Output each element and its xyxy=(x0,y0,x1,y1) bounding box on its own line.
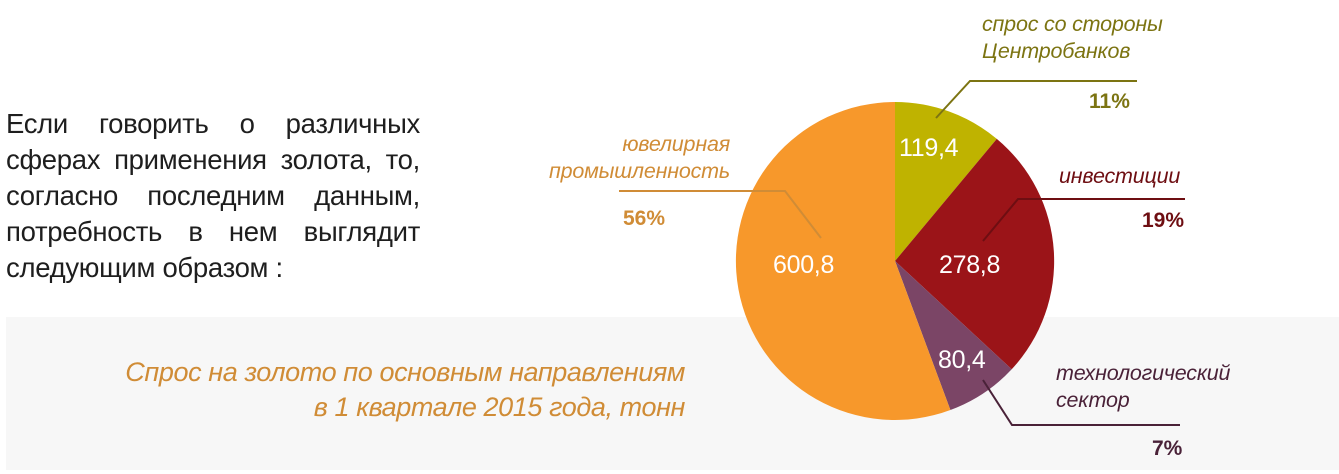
intro-text: Если говорить о различных сферах примене… xyxy=(6,108,420,283)
slice-technology xyxy=(895,261,1012,410)
percent-central-banks: 11% xyxy=(1089,90,1130,113)
callout-line-investment xyxy=(982,198,1185,242)
slice-investment xyxy=(895,138,1055,370)
chart-caption-line1: Спрос на золото по основным направлениям xyxy=(125,357,685,387)
percent-investment: 19% xyxy=(1142,209,1185,232)
label-investment: инвестиции xyxy=(1059,164,1181,188)
value-jewelry: 600,8 xyxy=(773,251,835,279)
slice-central-banks xyxy=(895,102,997,261)
caption-band xyxy=(6,317,1339,470)
label-central-banks: спрос со стороны Центробанков xyxy=(982,12,1163,63)
value-investment: 278,8 xyxy=(939,251,1001,279)
label-jewelry: ювелирная промышленность xyxy=(548,132,730,183)
chart-caption: Спрос на золото по основным направлениям… xyxy=(0,355,685,425)
chart-caption-line2: в 1 квартале 2015 года, тонн xyxy=(313,392,686,422)
slice-jewelry xyxy=(735,101,951,420)
callout-line-jewelry xyxy=(619,190,822,239)
label-technology: технологический сектор xyxy=(1056,361,1231,412)
callout-line-central-banks xyxy=(935,80,1137,119)
value-technology: 80,4 xyxy=(938,346,986,374)
callout-line-technology xyxy=(982,379,1180,426)
percent-jewelry: 56% xyxy=(623,207,666,230)
percent-technology: 7% xyxy=(1152,437,1183,460)
value-central-banks: 119,4 xyxy=(899,134,959,162)
